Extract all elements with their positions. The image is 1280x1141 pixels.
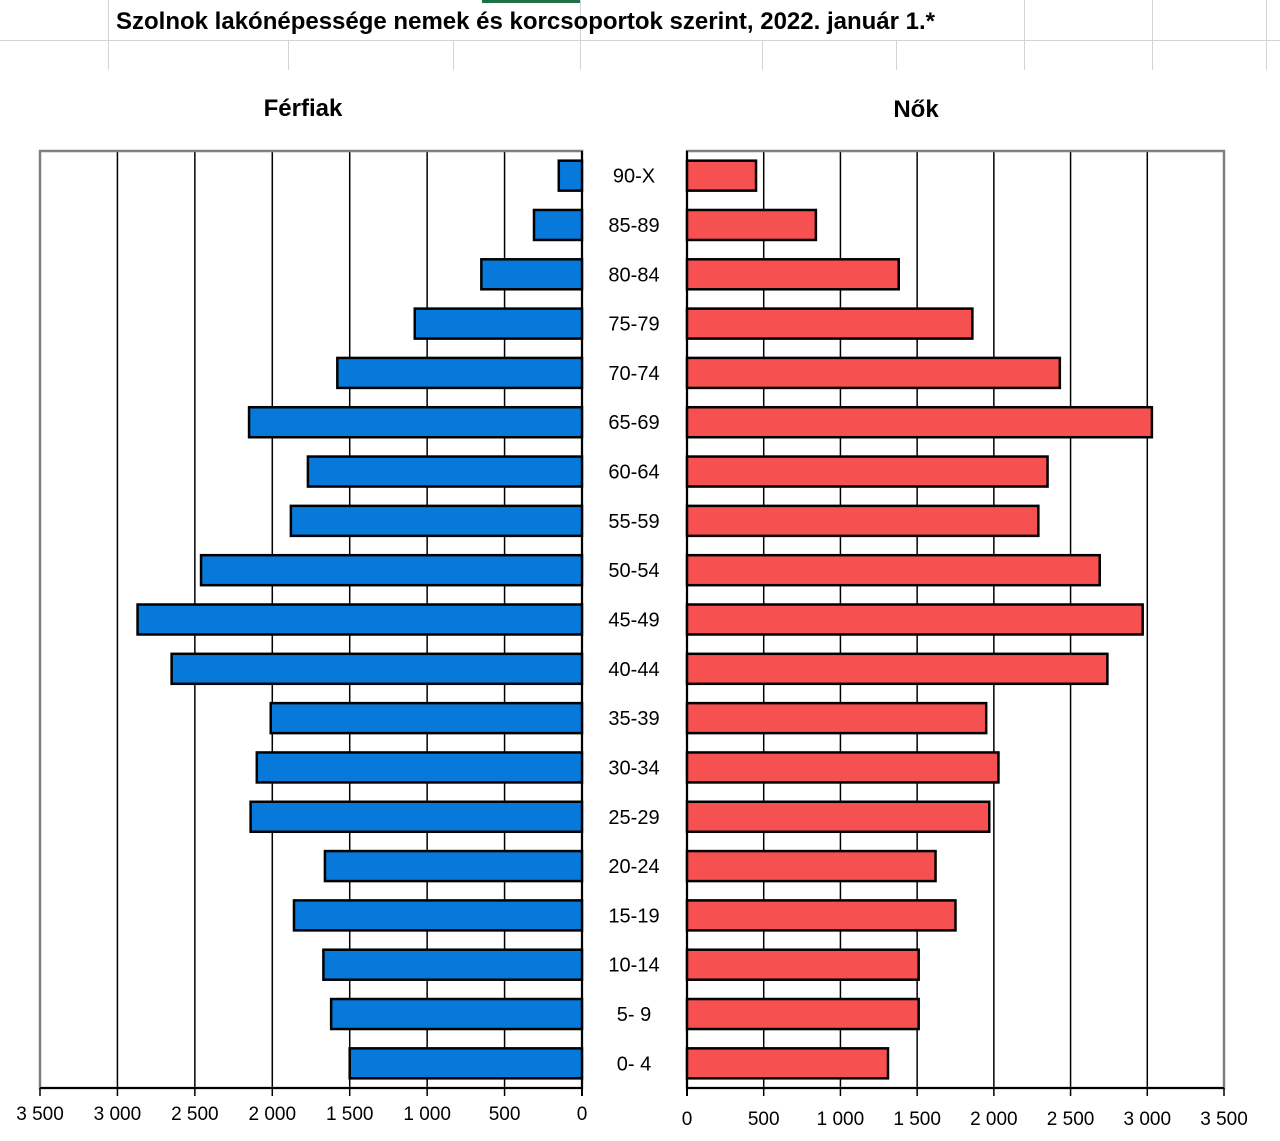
age-group-label: 35-39 <box>608 708 659 730</box>
age-group-label: 5- 9 <box>617 1004 651 1026</box>
age-group-label: 50-54 <box>608 560 659 582</box>
female-bar <box>685 258 900 291</box>
male-tick-label: 1 000 <box>403 1104 451 1125</box>
female-bar <box>685 159 758 192</box>
female-bar <box>685 899 957 932</box>
age-group-label: 60-64 <box>608 462 659 484</box>
male-bar <box>292 899 584 932</box>
age-group-label: 45-49 <box>608 610 659 632</box>
age-group-label: 0- 4 <box>617 1053 651 1075</box>
male-bar <box>336 356 584 390</box>
female-bar <box>685 800 991 834</box>
male-bar <box>199 553 584 587</box>
female-bar <box>685 455 1049 488</box>
male-bar <box>247 405 584 439</box>
spreadsheet-gridlines <box>0 0 1280 70</box>
female-bar <box>685 948 920 981</box>
male-bar <box>480 258 584 291</box>
female-tick-label: 3 000 <box>1124 1109 1172 1130</box>
male-tick-label: 2 000 <box>249 1104 297 1125</box>
female-tick-label: 3 500 <box>1200 1109 1248 1130</box>
male-tick-label: 2 500 <box>171 1104 219 1125</box>
age-group-label: 75-79 <box>608 314 659 336</box>
male-tick-label: 500 <box>489 1104 521 1125</box>
selected-cell-indicator <box>482 0 580 3</box>
age-group-label: 20-24 <box>608 856 659 878</box>
age-group-label: 40-44 <box>608 659 659 681</box>
male-bar <box>249 800 584 834</box>
male-bar <box>329 997 584 1031</box>
male-bar <box>322 948 584 981</box>
male-bar <box>306 455 584 488</box>
male-bar <box>557 159 584 192</box>
male-bar <box>289 504 584 538</box>
male-tick-label: 1 500 <box>326 1104 374 1125</box>
female-bar <box>685 208 818 242</box>
female-bar <box>685 307 974 340</box>
age-group-label: 30-34 <box>608 757 659 779</box>
age-group-label: 15-19 <box>608 905 659 927</box>
male-bar <box>413 307 584 340</box>
male-tick-label: 3 500 <box>16 1104 64 1125</box>
female-bar <box>685 997 920 1031</box>
female-bar <box>685 405 1154 439</box>
male-bar <box>269 701 584 735</box>
female-tick-label: 2 500 <box>1047 1109 1095 1130</box>
age-group-label: 25-29 <box>608 807 659 829</box>
female-bar <box>685 504 1040 538</box>
female-bar <box>685 701 988 735</box>
male-bar <box>170 652 584 686</box>
age-group-label: 90-X <box>613 166 655 188</box>
female-bar <box>685 603 1144 636</box>
age-group-label: 10-14 <box>608 955 659 977</box>
age-group-label: 70-74 <box>608 363 659 385</box>
age-group-label: 85-89 <box>608 215 659 237</box>
male-panel-title: Férfiak <box>264 95 343 122</box>
female-panel-title: Nők <box>893 96 939 123</box>
female-tick-label: 2 000 <box>970 1109 1018 1130</box>
male-bar <box>532 208 584 242</box>
age-group-label: 65-69 <box>608 412 659 434</box>
male-bar <box>255 751 584 784</box>
female-bar <box>685 652 1109 686</box>
female-bar <box>685 553 1101 587</box>
female-tick-label: 1 500 <box>893 1109 941 1130</box>
female-bar <box>685 849 937 883</box>
male-bar <box>348 1047 584 1080</box>
female-tick-label: 1 000 <box>817 1109 865 1130</box>
male-bar <box>136 603 584 636</box>
male-tick-label: 3 000 <box>94 1104 142 1125</box>
female-bar <box>685 356 1062 390</box>
age-group-label: 55-59 <box>608 511 659 533</box>
female-bar <box>685 751 1000 784</box>
male-bar <box>323 849 584 883</box>
female-tick-label: 0 <box>682 1109 693 1130</box>
age-group-label: 80-84 <box>608 264 659 286</box>
chart-title: Szolnok lakónépessége nemek és korcsopor… <box>116 8 935 35</box>
female-tick-label: 500 <box>748 1109 780 1130</box>
female-bar <box>685 1047 890 1080</box>
male-tick-label: 0 <box>577 1104 588 1125</box>
